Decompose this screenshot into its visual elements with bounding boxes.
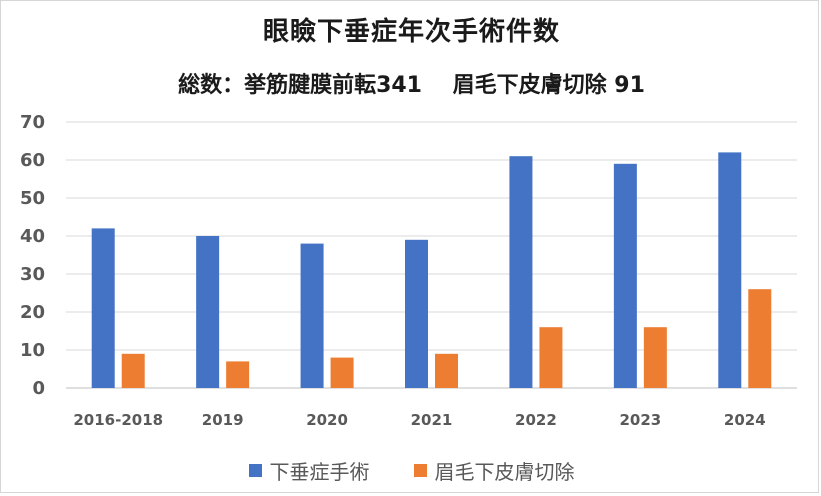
- legend-item-ptosis: 下垂症手術: [248, 456, 370, 485]
- chart-subtitle: 総数：挙筋腱膜前転341 眉毛下皮膚切除 91: [1, 67, 821, 99]
- legend-item-brow: 眉毛下皮膚切除: [413, 456, 575, 485]
- y-tick-label: 30: [20, 264, 45, 285]
- x-tick-label: 2019: [202, 411, 244, 429]
- bar-brow: [643, 327, 667, 388]
- x-tick-label: 2016-2018: [73, 411, 163, 429]
- x-tick-label: 2024: [724, 411, 766, 429]
- bar-ptosis: [509, 156, 533, 388]
- chart-title: 眼瞼下垂症年次手術件数: [262, 17, 560, 47]
- y-tick-label: 60: [20, 150, 45, 171]
- legend-label-ptosis: 下垂症手術: [269, 460, 370, 484]
- bar-brow: [226, 361, 250, 388]
- legend-label-brow: 眉毛下皮膚切除: [434, 460, 575, 484]
- bar-ptosis: [613, 163, 637, 388]
- y-tick-label: 10: [20, 340, 45, 361]
- bar-ptosis: [718, 152, 742, 388]
- subtitle-total-levator: 総数：挙筋腱膜前転341: [178, 73, 422, 98]
- bar-ptosis: [196, 236, 220, 388]
- y-tick-label: 20: [20, 302, 45, 323]
- legend-swatch-brow: [413, 464, 427, 477]
- bar-brow: [330, 357, 354, 388]
- bar-brow: [748, 289, 772, 388]
- x-tick-label: 2020: [306, 411, 348, 429]
- x-tick-label: 2022: [515, 411, 557, 429]
- subtitle-total-brow: 眉毛下皮膚切除 91: [452, 73, 645, 98]
- y-tick-label: 40: [20, 226, 45, 247]
- x-tick-label: 2023: [619, 411, 661, 429]
- x-tick-label: 2021: [411, 411, 453, 429]
- bar-brow: [435, 353, 458, 388]
- y-tick-label: 50: [20, 188, 45, 209]
- y-tick-label: 0: [32, 378, 45, 399]
- bar-brow: [539, 327, 563, 388]
- legend-swatch-ptosis: [248, 464, 262, 477]
- y-tick-label: 70: [20, 112, 45, 133]
- bar-brow: [121, 353, 145, 388]
- bar-ptosis: [300, 243, 324, 388]
- bar-ptosis: [405, 239, 428, 388]
- legend: 下垂症手術 眉毛下皮膚切除: [1, 456, 821, 485]
- bar-ptosis: [91, 228, 115, 388]
